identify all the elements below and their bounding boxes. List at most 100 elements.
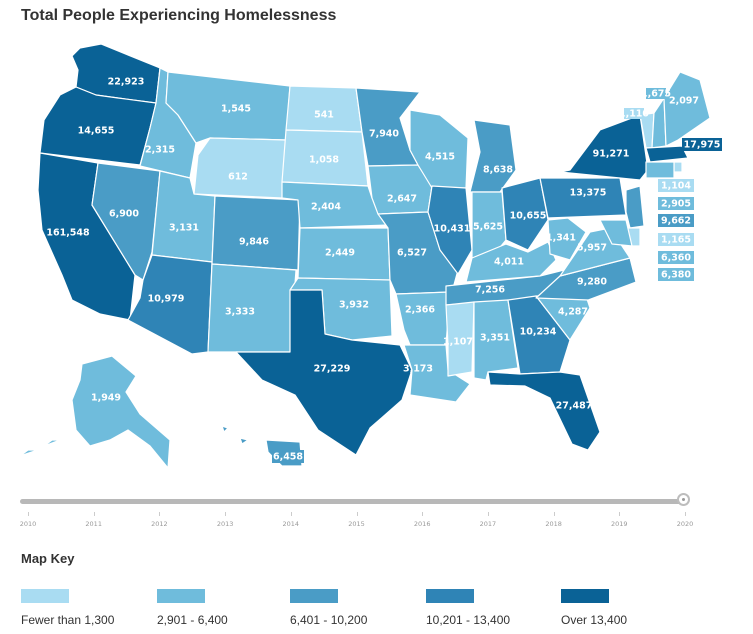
state-value-nm: 3,333 [225,307,255,318]
state-value-oh: 10,655 [510,211,547,222]
slider-track[interactable] [20,499,688,504]
state-fl[interactable] [487,371,601,451]
callout-value-nh: 1,675 [641,89,671,100]
state-value-pa: 13,375 [570,188,607,199]
state-value-ny: 91,271 [593,149,630,160]
callout-box-ct [658,197,694,210]
state-hi-part[interactable] [221,425,229,433]
page-title: Total People Experiencing Homelessness [21,7,337,24]
year-tick-2016[interactable]: 2016 [413,520,431,528]
legend-label: Over 13,400 [561,613,628,627]
state-wv[interactable] [547,217,587,261]
state-md[interactable] [599,219,633,247]
callout-md[interactable]: 6,360 [658,251,694,264]
state-value-ok: 3,932 [339,300,369,311]
state-co[interactable] [211,195,301,271]
year-slider[interactable]: 2010 2011 2012 2013 2014 2015 2016 2017 2018 2019… [18,492,698,532]
callout-value-nj: 9,662 [661,216,691,227]
state-wy[interactable] [193,137,287,199]
callout-value-ct: 2,905 [661,199,691,210]
us-map: 22,923 14,655 161,548 2,315 6,900 1,545 612 3,1… [19,43,722,469]
legend-label: Fewer than 1,300 [21,613,115,627]
state-ne[interactable] [281,181,389,229]
state-tx[interactable] [235,289,413,456]
year-tick-2020[interactable]: 2020 [676,520,694,528]
state-mi[interactable] [469,119,517,193]
year-tick-2015[interactable]: 2015 [348,520,365,528]
year-tick-2014[interactable]: 2014 [282,520,300,528]
state-value-sc: 4,287 [558,307,588,318]
state-ct[interactable] [645,161,675,179]
callout-value-md: 6,360 [661,253,691,264]
legend-label: 2,901 - 6,400 [157,613,228,627]
state-il[interactable] [427,185,473,275]
callout-box-de [658,233,694,246]
legend-label: 10,201 - 13,400 [426,613,511,627]
year-tick-2013[interactable]: 2013 [216,520,234,528]
state-ma[interactable] [645,145,689,163]
state-value-ne: 2,404 [311,202,341,213]
state-ga[interactable] [507,295,571,375]
legend-label: 6,401 - 10,200 [290,613,368,627]
year-tick-mark [225,512,227,516]
year-tick-2018[interactable]: 2018 [545,520,562,528]
state-value-ga: 10,234 [520,327,557,338]
year-tick-mark [159,512,161,516]
callout-ct[interactable]: 2,905 [658,197,694,210]
year-tick-mark [685,512,686,516]
year-tick-2017[interactable]: 2017 [479,520,497,528]
callout-ma[interactable]: 17,975 [682,138,722,151]
state-ms[interactable] [445,301,475,377]
callout-box-ma [682,138,722,151]
state-value-ks: 2,449 [325,248,355,259]
state-value-ca: 161,548 [46,228,90,239]
legend-title: Map Key [21,551,75,566]
legend-swatch [290,589,338,603]
state-value-ky: 4,011 [494,257,524,268]
state-ri[interactable] [673,161,683,173]
state-value-wv: 1,341 [546,233,576,244]
state-value-mo: 6,527 [397,248,427,259]
state-nj[interactable] [625,185,645,229]
callout-box-nj [658,214,694,227]
state-oh[interactable] [501,177,549,251]
year-tick-mark [28,512,29,516]
year-tick-mark [356,512,358,516]
slider-thumb[interactable] [677,493,690,506]
callout-dc[interactable]: 6,380 [658,268,694,281]
year-tick-2011[interactable]: 2011 [85,520,102,528]
legend-item: Fewer than 1,300 [21,589,114,627]
callout-nj[interactable]: 9,662 [658,214,694,227]
state-la[interactable] [403,344,471,403]
state-ny[interactable] [559,114,649,181]
year-tick-mark [619,512,621,516]
year-tick-mark [93,512,95,516]
state-hi-part[interactable] [239,437,249,445]
state-value-nv: 6,900 [109,209,139,220]
state-value-me: 2,097 [669,96,699,107]
state-me[interactable] [663,71,711,147]
year-tick-mark [290,512,292,516]
state-ak-part[interactable] [19,449,39,457]
callout-value-ri: 1,104 [661,181,691,192]
year-tick-2019[interactable]: 2019 [611,520,628,528]
state-ak[interactable] [71,355,171,469]
legend-swatch [21,589,69,603]
state-value-ia: 2,647 [387,194,417,205]
legend-swatch [157,589,205,603]
callout-vt[interactable]: 1,110 [619,108,649,120]
callout-nh[interactable]: 1,675 [641,88,671,100]
state-value-tx: 27,229 [314,364,351,375]
state-ak-part[interactable] [43,439,61,447]
callout-hi[interactable]: 6,458 [272,450,304,463]
callout-ri[interactable]: 1,104 [658,179,694,192]
state-value-ms: 1,107 [443,337,473,348]
year-tick-2012[interactable]: 2012 [151,520,168,528]
state-value-wa: 22,923 [108,77,145,88]
year-tick-2010[interactable]: 2010 [19,520,37,528]
state-ar[interactable] [395,291,451,346]
callout-de[interactable]: 1,165 [658,233,694,246]
year-tick-mark [422,512,424,516]
state-pa[interactable] [539,177,627,219]
callout-box-dc [658,268,694,281]
